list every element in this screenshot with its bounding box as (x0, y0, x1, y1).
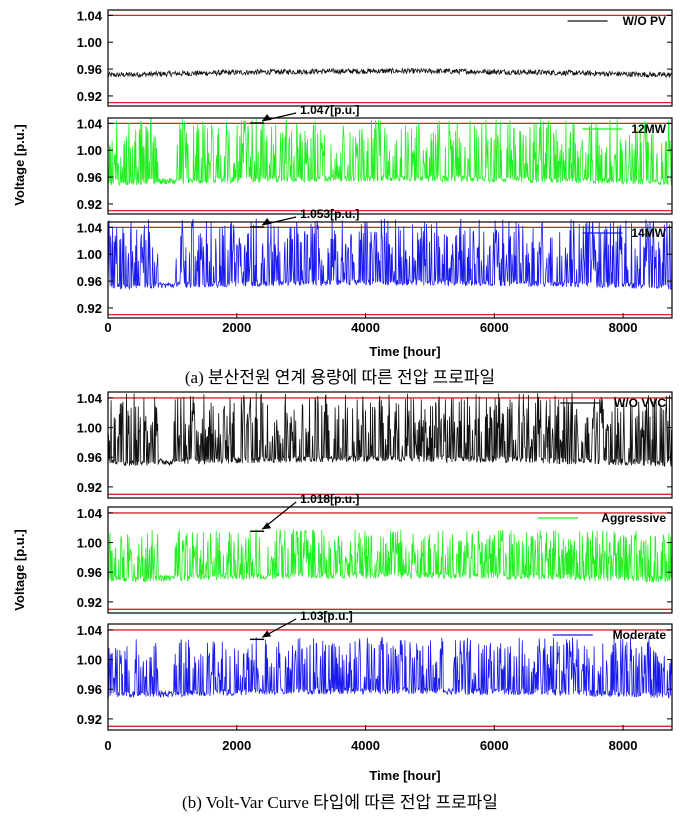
y-tick-label: 1.04 (77, 391, 103, 406)
series-line (107, 636, 673, 699)
legend-label: Aggressive (601, 511, 666, 525)
x-tick-label: 6000 (480, 738, 509, 753)
legend-label: 14MW (631, 226, 666, 240)
y-tick-label: 0.96 (77, 170, 102, 185)
y-tick-label: 0.92 (77, 595, 102, 610)
panel-a-3: 0.92 0.96 1.00 1.04 14MW 1.053[p.u.] (77, 207, 673, 319)
y-tick-label: 0.92 (77, 301, 102, 316)
y-tick-label: 0.96 (77, 565, 102, 580)
caption-a: (a) 분산전원 연계 용량에 따른 전압 프로파일 (185, 368, 495, 387)
y-tick-label: 1.00 (77, 143, 102, 158)
y-tick-label: 1.00 (77, 536, 102, 551)
panel-b-1: 0.92 0.96 1.00 1.04 W/O VVC (77, 391, 673, 499)
legend-label: W/O VVC (614, 396, 666, 410)
y-tick-label: 0.96 (77, 450, 102, 465)
panel-frame (107, 117, 673, 215)
x-tick-label: 4000 (351, 320, 380, 335)
series-line (107, 392, 673, 467)
series-line (107, 529, 673, 584)
panel-frame (107, 221, 673, 319)
y-tick-label: 0.96 (77, 62, 102, 77)
annotation-arrowhead (262, 630, 272, 638)
y-axis-title: Voltage [p.u.] (12, 124, 27, 205)
y-tick-label: 1.00 (77, 653, 102, 668)
series-line (107, 117, 673, 187)
annotation-arrowhead (262, 218, 272, 225)
panel-frame (107, 623, 673, 731)
x-tick-label: 0 (104, 738, 111, 753)
annotation-label: 1.018[p.u.] (300, 492, 359, 506)
y-tick-label: 1.00 (77, 35, 102, 50)
legend-label: Moderate (613, 628, 667, 642)
y-tick-label: 1.04 (77, 8, 103, 23)
x-axis-title: Time [hour] (369, 344, 440, 359)
panel-b-3: 0.92 0.96 1.00 1.04 Moderate 1.03[p.u.] (77, 609, 673, 731)
y-tick-label: 0.92 (77, 197, 102, 212)
panel-b-2: 0.92 0.96 1.00 1.04 Aggressive 1.018[p.u.] (77, 492, 673, 614)
x-tick-label: 2000 (222, 320, 251, 335)
annotation-label: 1.053[p.u.] (300, 207, 359, 221)
chart-group-a: 0.92 0.96 1.00 1.04 W/O PV 0.92 0.96 1.00 1.04 12… (12, 8, 673, 359)
y-tick-label: 1.04 (77, 506, 103, 521)
y-axis-title: Voltage [p.u.] (12, 529, 27, 610)
x-tick-label: 2000 (222, 738, 251, 753)
y-tick-label: 0.92 (77, 712, 102, 727)
y-tick-label: 1.04 (77, 623, 103, 638)
panel-frame (107, 9, 673, 107)
y-tick-label: 0.92 (77, 89, 102, 104)
annotation-arrowhead (262, 114, 272, 121)
y-tick-label: 0.92 (77, 480, 102, 495)
annotation-arrowhead (262, 522, 272, 530)
annotation-label: 1.03[p.u.] (300, 609, 353, 623)
x-tick-label: 0 (104, 320, 111, 335)
series-line (107, 67, 673, 79)
panel-frame (107, 391, 673, 499)
legend-label: W/O PV (623, 14, 666, 28)
x-tick-label: 6000 (480, 320, 509, 335)
plot-area: 0.92 0.96 1.00 1.04 W/O PV 0.92 0.96 1.00 1.04 12… (12, 8, 673, 783)
y-tick-label: 0.96 (77, 682, 102, 697)
x-tick-label: 4000 (351, 738, 380, 753)
y-tick-label: 1.04 (77, 116, 103, 131)
panel-frame (107, 506, 673, 614)
panel-a-2: 0.92 0.96 1.00 1.04 12MW 1.047[p.u.] (77, 103, 673, 215)
panel-a-1: 0.92 0.96 1.00 1.04 W/O PV (77, 8, 673, 107)
legend-label: 12MW (631, 122, 666, 136)
annotation-label: 1.047[p.u.] (300, 103, 359, 117)
x-tick-label: 8000 (609, 320, 638, 335)
x-axis-title: Time [hour] (369, 768, 440, 783)
caption-b: (b) Volt-Var Curve 타입에 따른 전압 프로파일 (182, 793, 498, 812)
y-tick-label: 1.00 (77, 421, 102, 436)
y-tick-label: 1.00 (77, 247, 102, 262)
y-tick-label: 1.04 (77, 220, 103, 235)
y-tick-label: 0.96 (77, 274, 102, 289)
series-line (107, 218, 673, 290)
x-tick-label: 8000 (609, 738, 638, 753)
chart-group-b: 0.92 0.96 1.00 1.04 W/O VVC 0.92 0.96 1.00 1.04 A… (12, 391, 673, 783)
